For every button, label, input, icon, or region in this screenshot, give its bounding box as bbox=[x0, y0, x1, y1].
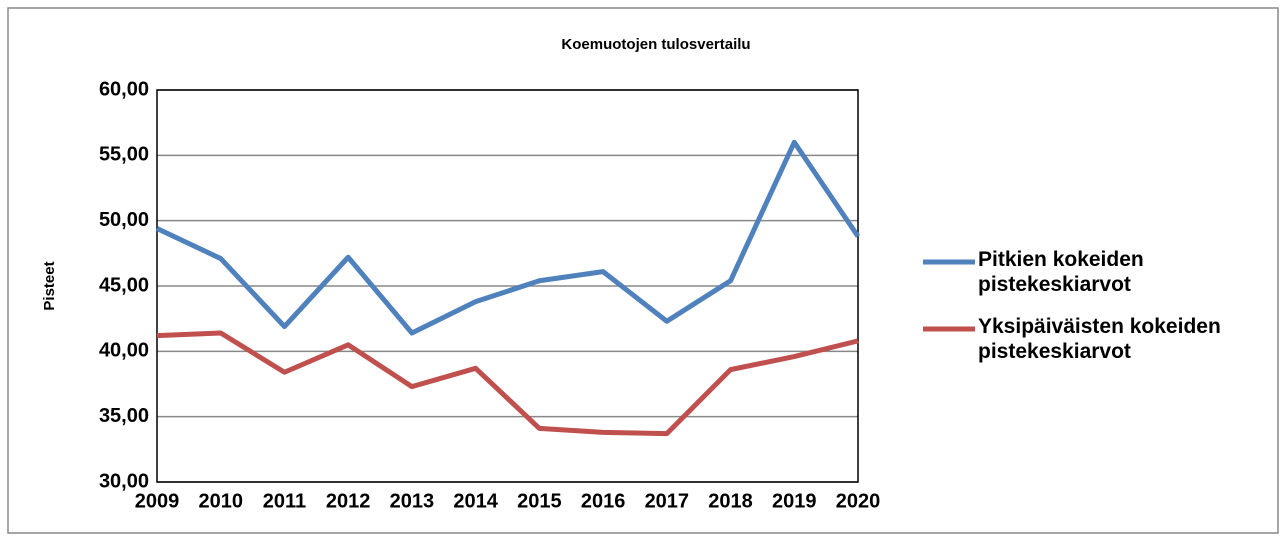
y-axis-label: Pisteet bbox=[41, 261, 58, 310]
x-tick-label: 2014 bbox=[453, 490, 498, 512]
x-tick-label: 2019 bbox=[772, 490, 817, 512]
series-line bbox=[155, 139, 861, 336]
y-tick-label: 30,00 bbox=[99, 470, 149, 492]
x-tick-label: 2016 bbox=[581, 490, 626, 512]
x-tick-label: 2011 bbox=[263, 490, 306, 512]
x-tick-label: 2017 bbox=[645, 490, 690, 512]
y-tick-label: 40,00 bbox=[99, 340, 149, 362]
y-tick-label: 60,00 bbox=[99, 78, 149, 100]
y-tick-label: 55,00 bbox=[99, 144, 149, 166]
chart-title: Koemuotojen tulosvertailu bbox=[561, 36, 750, 53]
y-tick-label: 45,00 bbox=[99, 274, 149, 296]
y-tick-label: 50,00 bbox=[99, 209, 149, 231]
legend-label: Yksipäiväisten kokeiden pistekeskiarvot bbox=[978, 315, 1221, 363]
x-tick-label: 2013 bbox=[390, 490, 435, 512]
chart-frame bbox=[7, 7, 1279, 534]
x-tick-label: 2009 bbox=[135, 490, 180, 512]
plot-area bbox=[156, 89, 859, 483]
x-tick-label: 2010 bbox=[198, 490, 243, 512]
x-tick-label: 2015 bbox=[517, 490, 562, 512]
y-tick-label: 35,00 bbox=[99, 405, 149, 427]
legend-label: Pitkien kokeiden pistekeskiarvot bbox=[978, 248, 1144, 296]
x-tick-label: 2012 bbox=[326, 490, 371, 512]
series-line bbox=[156, 330, 859, 437]
x-tick-label: 2020 bbox=[836, 490, 881, 512]
x-tick-label: 2018 bbox=[708, 490, 753, 512]
